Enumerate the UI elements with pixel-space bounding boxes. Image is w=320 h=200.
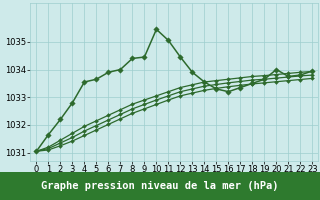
Text: Graphe pression niveau de la mer (hPa): Graphe pression niveau de la mer (hPa): [41, 181, 279, 191]
